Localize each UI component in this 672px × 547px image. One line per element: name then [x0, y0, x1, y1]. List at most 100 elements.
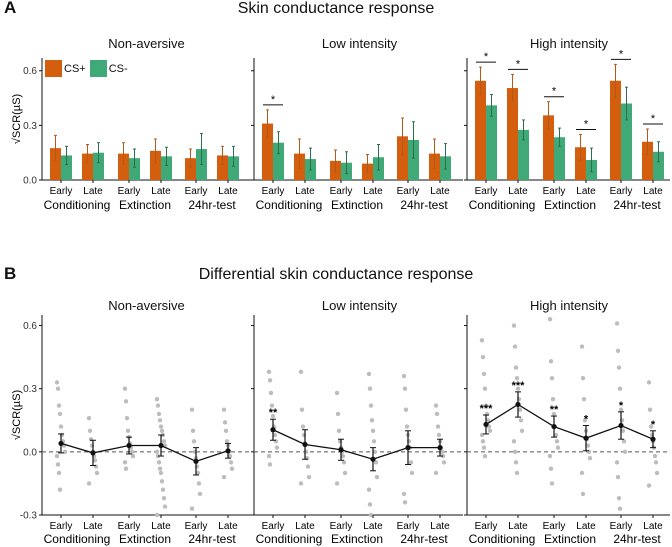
data-dot — [270, 413, 276, 419]
legend-label-cs-plus: CS+ — [64, 62, 86, 75]
mean-point — [515, 401, 521, 408]
x-tick-label-a: Late — [430, 186, 450, 197]
bar-cs-minus — [653, 151, 664, 180]
mean-point — [483, 421, 489, 428]
x-tick-label-b: Early — [543, 521, 566, 532]
data-dot — [129, 449, 135, 455]
bar-cs-minus — [129, 158, 140, 180]
data-dot — [298, 481, 304, 486]
data-dot — [367, 502, 373, 507]
data-dot — [553, 432, 559, 438]
bar-cs-minus — [554, 137, 565, 180]
bar-cs-plus — [262, 123, 273, 180]
data-dot — [122, 386, 128, 391]
data-dot — [646, 483, 652, 488]
data-dot — [654, 470, 660, 476]
data-dot — [653, 460, 659, 465]
x-tick-label-a: Early — [397, 186, 420, 197]
data-dot — [585, 443, 591, 448]
significance-star: * — [484, 51, 489, 63]
mean-point — [437, 445, 443, 451]
data-dot — [479, 338, 485, 343]
data-dot — [616, 495, 622, 501]
x-tick-label-b: Early — [185, 521, 208, 532]
x-tick-label-b: Late — [576, 521, 596, 532]
phase-label-a: 24hr-test — [613, 198, 661, 212]
x-tick-label-a: Late — [151, 186, 171, 197]
bar-cs-plus — [543, 115, 554, 180]
data-dot — [441, 460, 447, 465]
data-dot — [156, 411, 162, 417]
data-dot — [648, 424, 654, 429]
y-tick-label-b: 0.6 — [23, 321, 37, 332]
data-dot — [482, 453, 488, 459]
x-tick-label-a: Late — [576, 186, 596, 197]
x-tick-label-a: Early — [118, 186, 141, 197]
data-dot — [582, 418, 588, 423]
data-dot — [160, 487, 166, 492]
data-dot — [86, 481, 92, 486]
significance-label: * — [584, 414, 589, 426]
data-dot — [370, 428, 376, 433]
data-dot — [224, 439, 230, 444]
phase-label-b: Conditioning — [44, 532, 111, 546]
data-dot — [402, 500, 408, 505]
mean-line — [485, 403, 654, 440]
legend-swatch-cs-plus — [45, 60, 62, 77]
x-tick-label-b: Late — [430, 521, 450, 532]
x-tick-label-a: Early — [262, 186, 285, 197]
data-dot — [511, 323, 517, 328]
phase-label-b: Conditioning — [469, 532, 536, 546]
x-tick-label-a: Early — [543, 186, 566, 197]
data-dot — [159, 428, 165, 433]
data-dot — [579, 344, 585, 349]
data-dot — [154, 512, 160, 518]
data-dot — [123, 399, 129, 404]
data-dot — [87, 428, 93, 433]
data-dot — [154, 397, 160, 402]
data-dot — [434, 411, 440, 417]
data-dot — [617, 386, 623, 391]
x-tick-label-b: Early — [118, 521, 141, 532]
data-dot — [266, 369, 272, 375]
data-dot — [622, 449, 628, 455]
x-tick-label-b: Late — [363, 521, 383, 532]
mean-point — [370, 456, 376, 462]
data-dot — [158, 470, 164, 476]
bar-cs-plus — [185, 158, 196, 180]
data-dot — [55, 462, 61, 467]
data-dot — [480, 439, 486, 444]
x-tick-label-b: Late — [218, 521, 238, 532]
x-tick-label-b: Late — [83, 521, 103, 532]
data-dot — [125, 428, 131, 433]
mean-point — [225, 448, 231, 454]
x-tick-label-a: Early — [475, 186, 498, 197]
bar-cs-plus — [575, 147, 586, 180]
data-dot — [158, 424, 164, 429]
data-dot — [513, 365, 519, 370]
data-dot — [162, 504, 168, 509]
x-tick-label-a: Early — [50, 186, 73, 197]
data-dot — [517, 407, 523, 412]
data-dot — [518, 418, 524, 423]
phase-label-b: 24hr-test — [188, 532, 236, 546]
legend-swatch-cs-minus — [89, 60, 107, 77]
significance-label: *** — [512, 380, 526, 392]
data-dot — [86, 415, 92, 421]
bar-cs-plus — [118, 153, 129, 180]
mean-point — [158, 442, 164, 449]
data-dot — [334, 481, 340, 486]
y-tick-label-a: 0.6 — [23, 66, 37, 77]
y-axis-label-b: √SCR(µS) — [11, 390, 23, 440]
data-dot — [617, 506, 623, 511]
x-tick-label-a: Late — [508, 186, 528, 197]
x-tick-label-b: Late — [508, 521, 528, 532]
x-tick-label-a: Late — [643, 186, 663, 197]
x-tick-label-a: Early — [610, 186, 633, 197]
bar-cs-plus — [507, 88, 518, 180]
data-dot — [373, 460, 379, 465]
data-dot — [161, 495, 167, 501]
data-dot — [616, 365, 622, 370]
significance-star: * — [552, 86, 557, 98]
x-tick-label-b: Early — [475, 521, 498, 532]
